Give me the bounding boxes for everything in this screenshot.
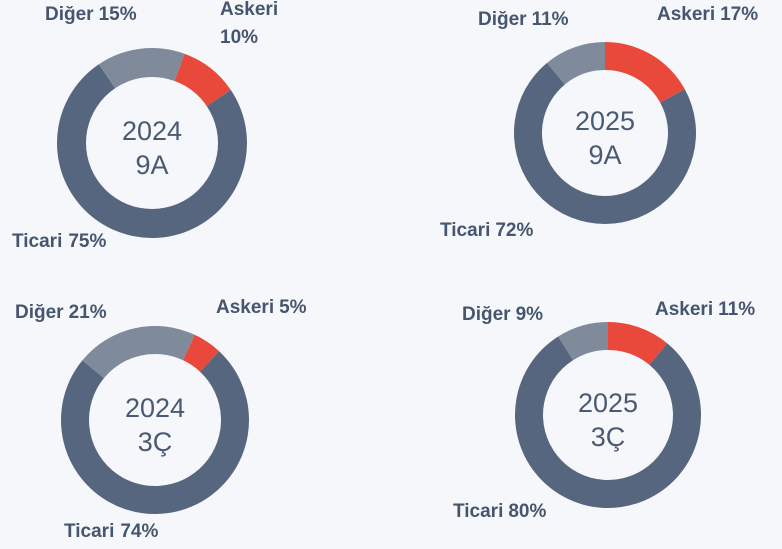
category-name: Askeri bbox=[655, 299, 713, 320]
category-name: Diğer bbox=[15, 302, 64, 323]
category-name: Ticari bbox=[440, 220, 490, 241]
value-label: 75% bbox=[68, 231, 106, 252]
category-name: Ticari bbox=[12, 231, 62, 252]
donut-chart: Askeri 10% Ticari 75% Diğer 15% 2024 9A bbox=[12, 0, 278, 252]
value-label: 17% bbox=[720, 4, 758, 25]
segment-label: Askeri 11% bbox=[655, 299, 755, 320]
category-name: Askeri bbox=[216, 297, 274, 318]
donut-chart: Askeri 17% Ticari 72% Diğer 11% 2025 9A bbox=[440, 4, 758, 241]
donut-segment bbox=[515, 336, 702, 508]
value-label: 15% bbox=[99, 4, 137, 25]
value-label: 72% bbox=[495, 220, 533, 241]
segment-label: Ticari 80% bbox=[453, 501, 546, 522]
donut-chart: Askeri 5% Ticari 74% Diğer 21% 2024 3Ç bbox=[15, 297, 307, 542]
donut-segment bbox=[82, 326, 195, 379]
center-title: 2024 bbox=[125, 393, 185, 423]
value-label: 11% bbox=[718, 299, 755, 320]
donut-segment bbox=[608, 322, 668, 365]
center-subtitle: 3Ç bbox=[591, 422, 626, 452]
center-title: 2024 bbox=[122, 116, 182, 146]
donut-segment bbox=[514, 62, 696, 225]
category-name: Askeri bbox=[220, 0, 278, 20]
segment-label: Diğer 11% bbox=[478, 9, 569, 30]
category-name: Askeri bbox=[657, 4, 715, 25]
donut-segment bbox=[182, 334, 220, 372]
category-name: Diğer bbox=[45, 4, 94, 25]
segment-label: Diğer 21% bbox=[15, 302, 107, 323]
value-label: 10% bbox=[220, 27, 258, 48]
category-name: Diğer bbox=[478, 9, 527, 30]
segment-label: Askeri 17% bbox=[657, 4, 758, 25]
center-subtitle: 9A bbox=[135, 150, 168, 180]
donut-segment bbox=[546, 42, 605, 85]
segment-label: Diğer 9% bbox=[462, 304, 543, 325]
center-title: 2025 bbox=[575, 106, 635, 136]
center-subtitle: 3Ç bbox=[138, 427, 173, 457]
center-subtitle: 9A bbox=[588, 140, 621, 170]
value-label: 74% bbox=[120, 521, 158, 542]
segment-label: Diğer 15% bbox=[45, 4, 137, 25]
donut-segment bbox=[60, 351, 249, 514]
donut-segment bbox=[57, 64, 248, 239]
value-label: 9% bbox=[516, 304, 544, 325]
donut-chart: Askeri 11% Ticari 80% Diğer 9% 2025 3Ç bbox=[453, 299, 755, 522]
segment-label: Askeri 5% bbox=[216, 297, 307, 318]
donut-segment bbox=[558, 322, 608, 361]
category-name: Ticari bbox=[453, 501, 503, 522]
segment-label: Ticari 75% bbox=[12, 231, 106, 252]
value-label: 80% bbox=[508, 501, 546, 522]
segment-label: Ticari 74% bbox=[64, 521, 158, 542]
value-label: 5% bbox=[279, 297, 307, 318]
donut-segment bbox=[98, 47, 185, 89]
segment-label: Ticari 72% bbox=[440, 220, 533, 241]
segment-label: Askeri 10% bbox=[220, 0, 278, 48]
donut-segment bbox=[605, 42, 685, 103]
donut-segment bbox=[174, 53, 231, 107]
value-label: 21% bbox=[69, 302, 107, 323]
category-name: Diğer bbox=[462, 304, 511, 325]
center-title: 2025 bbox=[578, 388, 638, 418]
category-name: Ticari bbox=[64, 521, 114, 542]
value-label: 11% bbox=[532, 9, 569, 30]
